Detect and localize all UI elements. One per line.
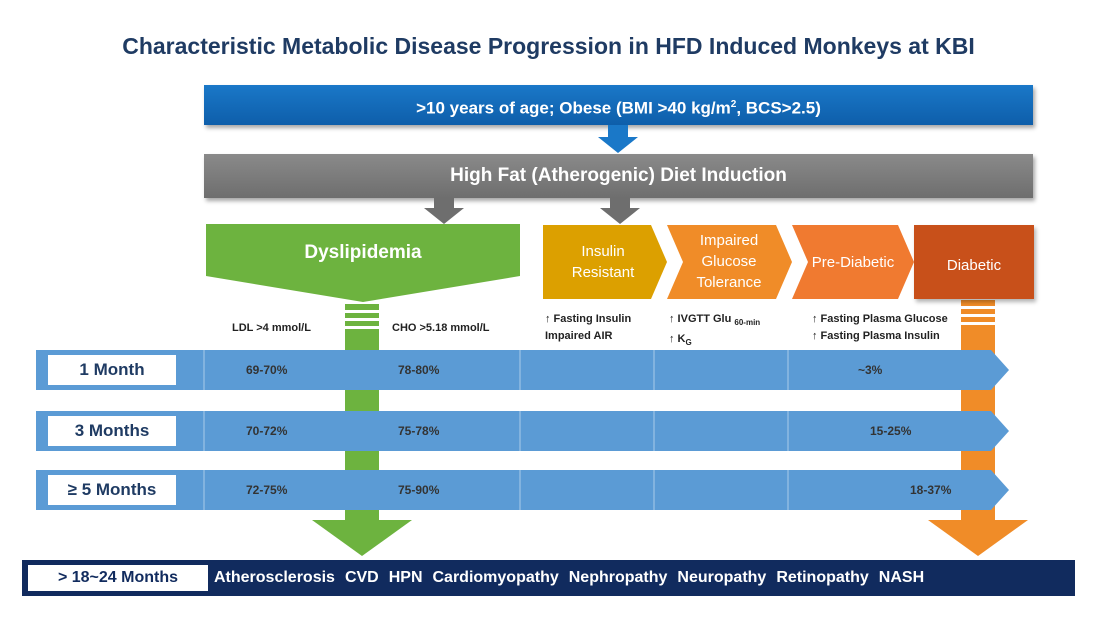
row-arrow xyxy=(36,411,1009,451)
inclusion-text: >10 years of age; Obese (BMI >40 kg/m xyxy=(416,98,731,118)
row-arrow xyxy=(36,470,1009,510)
down-arrow-gray-right xyxy=(600,198,640,224)
dyslipidemia-label: Dyslipidemia xyxy=(304,242,422,263)
track-stripe xyxy=(961,322,995,325)
ldl-percent: 72-75% xyxy=(246,483,288,497)
dyslipidemia-shape xyxy=(206,224,520,304)
ldl-percent: 70-72% xyxy=(246,424,288,438)
pre-diabetic-criteria: ↑ Fasting Plasma Glucose ↑ Fasting Plasm… xyxy=(812,311,948,345)
stage-label-line: Resistant xyxy=(571,264,635,281)
diabetic-label: Diabetic xyxy=(946,257,1002,274)
cho-criterion: CHO >5.18 mmol/L xyxy=(392,322,490,334)
row-arrow xyxy=(36,350,1009,390)
track-stripe xyxy=(345,310,379,313)
criterion-subscript: 60-min xyxy=(734,318,761,328)
diagram-title: Characteristic Metabolic Disease Progres… xyxy=(122,33,975,59)
inclusion-superscript: 2 xyxy=(730,99,737,110)
down-arrow-gray-left xyxy=(424,198,464,224)
impaired-glucose-chevron xyxy=(667,225,792,299)
track-stripe xyxy=(345,318,379,321)
row-label: 3 Months xyxy=(48,416,176,446)
criterion-line: ↑ Fasting Plasma Glucose xyxy=(812,313,948,325)
insulin-resistant-chevron xyxy=(543,225,667,299)
outcome-item: CVD xyxy=(344,569,379,586)
impaired-glucose-label: Impaired Glucose Tolerance xyxy=(680,230,778,293)
track-stripe xyxy=(345,326,379,329)
criterion-subscript: G xyxy=(685,338,692,348)
down-arrow-blue xyxy=(598,125,638,153)
criterion-line: ↑ IVGTT Glu 60-min xyxy=(669,311,760,331)
criterion-line: ↑ Fasting Insulin xyxy=(545,313,632,325)
pre-diabetic-chevron xyxy=(792,225,914,299)
criterion-line: Impaired AIR xyxy=(545,330,613,342)
criterion-text: ↑ IVGTT Glu xyxy=(669,313,732,325)
criterion-line: ↑ KG xyxy=(669,331,760,351)
stage-label-line: Glucose xyxy=(701,253,757,270)
outcome-item: Retinopathy xyxy=(776,569,869,586)
inclusion-criteria-bar: >10 years of age; Obese (BMI >40 kg/m2, … xyxy=(204,85,1033,125)
row-label: ≥ 5 Months xyxy=(48,475,176,505)
insulin-criteria: ↑ Fasting Insulin Impaired AIR xyxy=(545,311,631,345)
cho-percent: 75-90% xyxy=(398,483,440,497)
diabetic-outcome-arrow xyxy=(928,520,1028,556)
diabetic-percent: 18-37% xyxy=(910,483,952,497)
stage-chevrons xyxy=(543,225,914,299)
ldl-percent: 69-70% xyxy=(246,363,288,377)
row-label: 1 Month xyxy=(48,355,176,385)
diabetic-percent: ~3% xyxy=(858,363,883,377)
dyslipidemia-outcome-arrow xyxy=(312,520,412,556)
outcome-item: Cardiomyopathy xyxy=(432,569,559,586)
cho-percent: 78-80% xyxy=(398,363,440,377)
pre-diabetic-label: Pre-Diabetic xyxy=(811,254,895,271)
ldl-criterion: LDL >4 mmol/L xyxy=(232,322,311,334)
insulin-resistant-label: Insulin Resistant xyxy=(547,241,659,283)
stage-label-line: Insulin xyxy=(581,243,625,260)
diabetic-percent: 15-25% xyxy=(870,424,912,438)
track-stripe xyxy=(961,314,995,317)
stage-label-line: Impaired xyxy=(699,232,759,249)
stage-label-line: Tolerance xyxy=(696,274,762,291)
inclusion-text-tail: , BCS>2.5) xyxy=(736,98,821,118)
outcome-item: Atherosclerosis xyxy=(214,569,335,586)
criterion-text: ↑ K xyxy=(669,333,686,346)
outcome-list: Atherosclerosis CVD HPN Cardiomyopathy Nephr… xyxy=(214,560,934,596)
outcome-item: Nephropathy xyxy=(568,569,668,586)
outcome-item: NASH xyxy=(878,569,925,586)
criterion-line: ↑ Fasting Plasma Insulin xyxy=(812,330,940,342)
outcome-timeframe: > 18~24 Months xyxy=(28,565,208,591)
igt-criteria: ↑ IVGTT Glu 60-min ↑ KG xyxy=(669,311,760,351)
track-stripe xyxy=(961,306,995,309)
outcome-item: Neuropathy xyxy=(677,569,767,586)
outcome-item: HPN xyxy=(388,569,423,586)
diabetic-box xyxy=(914,225,1034,299)
cho-percent: 75-78% xyxy=(398,424,440,438)
diet-induction-bar: High Fat (Atherogenic) Diet Induction xyxy=(204,154,1033,198)
